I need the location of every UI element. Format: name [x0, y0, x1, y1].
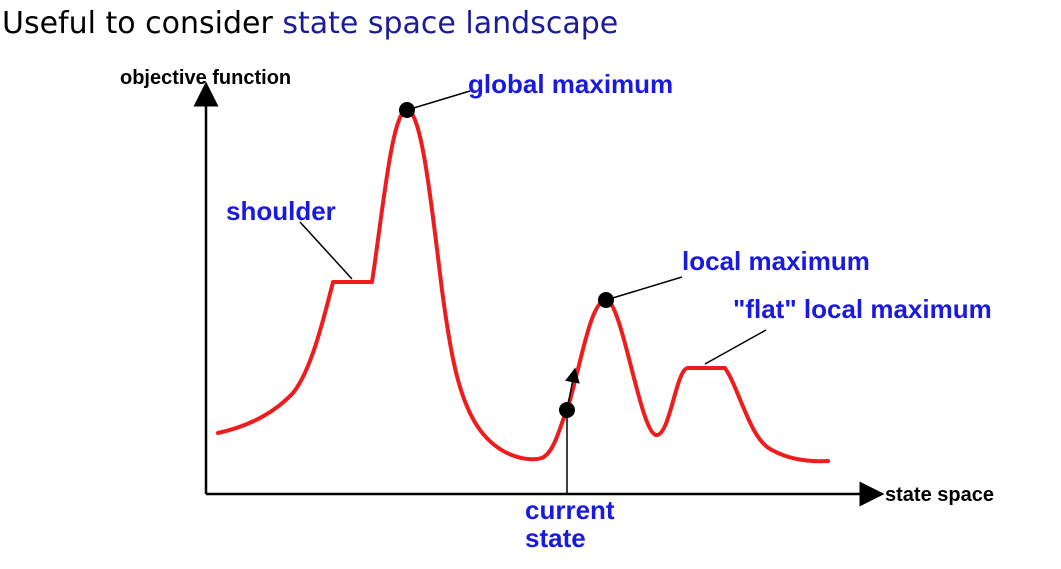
heading-prefix: Useful to consider	[2, 6, 283, 41]
local-maximum-label: local maximum	[682, 246, 870, 276]
heading-highlight: state space landscape	[282, 6, 619, 41]
y-axis-label: objective function	[120, 67, 291, 89]
x-axis-label: state space	[885, 484, 994, 506]
flat-local-maximum-leader-line	[704, 329, 767, 365]
local-maximum-leader-line	[605, 276, 683, 301]
objective-curve	[216, 108, 830, 464]
shoulder-label: shoulder	[226, 196, 336, 226]
local-maximum-point	[598, 292, 614, 308]
global-maximum-point	[399, 102, 415, 118]
current-state-point	[559, 402, 575, 418]
current-state-label-line2: state	[525, 523, 586, 553]
shoulder-leader-line	[299, 221, 353, 280]
slide-heading: Useful to consider state space landscape	[2, 2, 618, 46]
flat-local-maximum-label: "flat" local maximum	[733, 294, 992, 324]
current-state-label-line1: current	[525, 495, 615, 525]
global-maximum-leader-line	[406, 90, 471, 111]
global-maximum-label: global maximum	[468, 69, 673, 99]
